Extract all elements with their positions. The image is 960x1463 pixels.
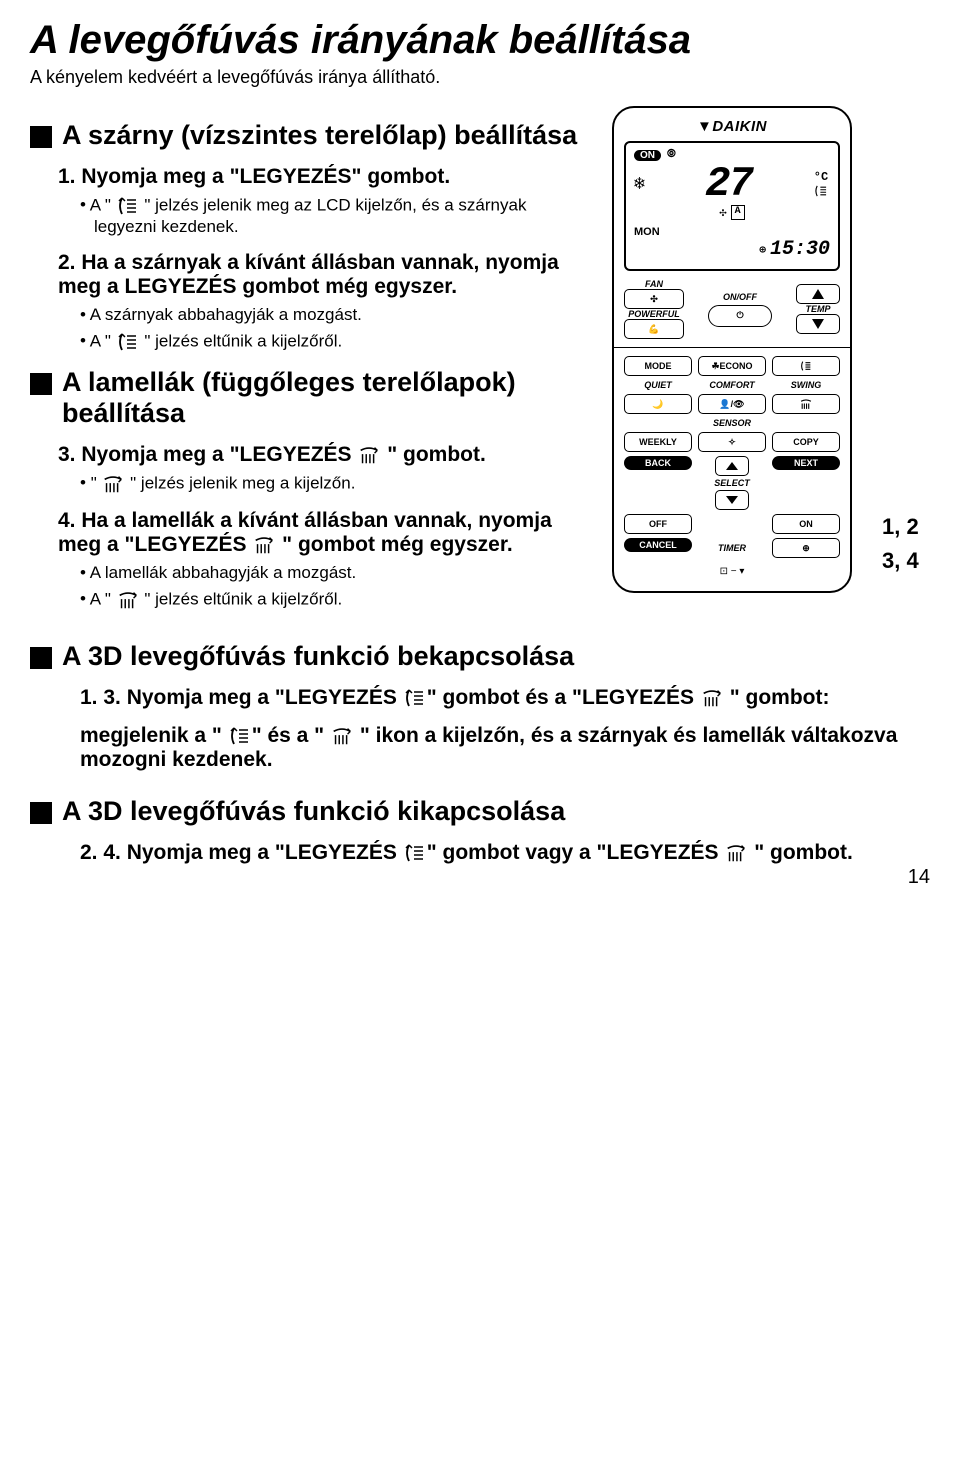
remote-control: ▼DAIKIN ON ⦾ ❄ 27 °C ✣ A: [612, 106, 852, 593]
back-button[interactable]: BACK: [624, 456, 692, 470]
cancel-button[interactable]: CANCEL: [624, 538, 692, 552]
on-button[interactable]: ON: [772, 514, 840, 534]
step-3d-off: 2. 4. Nyomja meg a "LEGYEZÉS " gombot va…: [80, 841, 930, 865]
page-number: 14: [908, 866, 930, 889]
temperature-value: 27: [705, 163, 751, 205]
section-marker: [30, 373, 52, 395]
desc-3d-on: megjelenik a " " és a " " ikon a kijelző…: [80, 724, 930, 772]
swing-horizontal-icon: [700, 687, 724, 709]
powerful-label: POWERFUL: [624, 309, 684, 319]
timer-label: TIMER: [698, 543, 766, 553]
powerful-button[interactable]: 💪: [624, 319, 684, 339]
on-indicator: ON: [634, 150, 661, 161]
swing-horizontal-icon: [252, 534, 276, 556]
step-3d-on: 1. 3. Nyomja meg a "LEGYEZÉS " gombot és…: [80, 686, 930, 710]
bullet: A " " jelzés eltűnik a kijelzőről.: [80, 589, 592, 611]
comfort-label: COMFORT: [698, 380, 766, 390]
swing-v-button[interactable]: [772, 356, 840, 376]
swing-horizontal-icon: [357, 444, 381, 466]
step-3: 3. Nyomja meg a "LEGYEZÉS " gombot.: [58, 443, 592, 467]
swing-h-button[interactable]: [772, 394, 840, 414]
bullet: A " " jelzés eltűnik a kijelzőről.: [80, 331, 592, 353]
section-louver-title: A lamellák (függőleges terelőlapok) beál…: [62, 367, 592, 429]
swing-horizontal-icon: [101, 473, 125, 495]
day-label: MON: [634, 226, 830, 238]
fan-button[interactable]: ✣: [624, 289, 684, 309]
lcd-display: ON ⦾ ❄ 27 °C ✣ A MON ⊕: [624, 141, 840, 271]
section-flap-title: A szárny (vízszintes terelőlap) beállítá…: [62, 120, 577, 151]
next-button[interactable]: NEXT: [772, 456, 840, 470]
fan-icon: ✣: [719, 205, 726, 220]
section-3don-title: A 3D levegőfúvás funkció bekapcsolása: [62, 641, 574, 672]
econo-button[interactable]: ☘ECONO: [698, 356, 766, 376]
quiet-button[interactable]: 🌙: [624, 394, 692, 414]
step-1: 1. Nyomja meg a "LEGYEZÉS" gombot.: [58, 165, 592, 189]
clock-icon: ⊕: [759, 243, 766, 257]
mode-cool-icon: ❄: [634, 173, 645, 195]
select-label: SELECT: [714, 478, 750, 488]
page-subtitle: A kényelem kedvéért a levegőfúvás iránya…: [30, 67, 930, 88]
off-button[interactable]: OFF: [624, 514, 692, 534]
battery-indicator: ⊡ − ▾: [624, 566, 840, 577]
mode-button[interactable]: MODE: [624, 356, 692, 376]
step-4: 4. Ha a lamellák a kívánt állásban vanna…: [58, 509, 592, 557]
annotation-3-4: 3, 4: [882, 548, 930, 574]
select-down-button[interactable]: [715, 490, 749, 510]
temp-up-button[interactable]: [796, 284, 840, 304]
weekly-button[interactable]: WEEKLY: [624, 432, 692, 452]
sensor-label: SENSOR: [698, 418, 766, 428]
quiet-label: QUIET: [624, 380, 692, 390]
swing-horizontal-icon: [116, 589, 140, 611]
temp-unit: °C: [814, 170, 828, 184]
swing-horizontal-icon: [724, 842, 748, 864]
fan-label: FAN: [624, 279, 684, 289]
section-marker: [30, 647, 52, 669]
bullet: A " " jelzés jelenik meg az LCD kijelzőn…: [80, 195, 592, 237]
comfort-button[interactable]: 👤/👁: [698, 394, 766, 414]
copy-button[interactable]: COPY: [772, 432, 840, 452]
auto-indicator: A: [731, 205, 745, 220]
bullet: " " jelzés jelenik meg a kijelzőn.: [80, 473, 592, 495]
annotation-1-2: 1, 2: [882, 514, 930, 540]
brand-label: ▼DAIKIN: [624, 118, 840, 135]
onoff-button[interactable]: ⏻: [708, 305, 772, 327]
temp-down-button[interactable]: [796, 314, 840, 334]
step-2: 2. Ha a szárnyak a kívánt állásban vanna…: [58, 251, 592, 299]
swing-label: SWING: [772, 380, 840, 390]
onoff-label: ON/OFF: [708, 292, 772, 302]
bullet: A szárnyak abbahagyják a mozgást.: [80, 305, 592, 325]
section-3doff-title: A 3D levegőfúvás funkció kikapcsolása: [62, 796, 565, 827]
swing-vertical-icon: [403, 842, 427, 864]
swing-vertical-icon: [116, 195, 140, 217]
section-marker: [30, 802, 52, 824]
swing-vertical-icon: [403, 687, 427, 709]
program-button[interactable]: ✧: [698, 432, 766, 452]
bullet: A lamellák abbahagyják a mozgást.: [80, 563, 592, 583]
clock-button[interactable]: ⊕: [772, 538, 840, 558]
swing-horizontal-icon: [330, 725, 354, 747]
page-title: A levegőfúvás irányának beállítása: [30, 18, 930, 63]
select-up-button[interactable]: [715, 456, 749, 476]
signal-icon: ⦾: [667, 149, 676, 161]
time-value: 15:30: [770, 238, 830, 261]
swing-vertical-icon: [812, 184, 830, 198]
temp-label: TEMP: [796, 304, 840, 314]
section-marker: [30, 126, 52, 148]
swing-vertical-icon: [228, 725, 252, 747]
swing-vertical-icon: [116, 331, 140, 353]
